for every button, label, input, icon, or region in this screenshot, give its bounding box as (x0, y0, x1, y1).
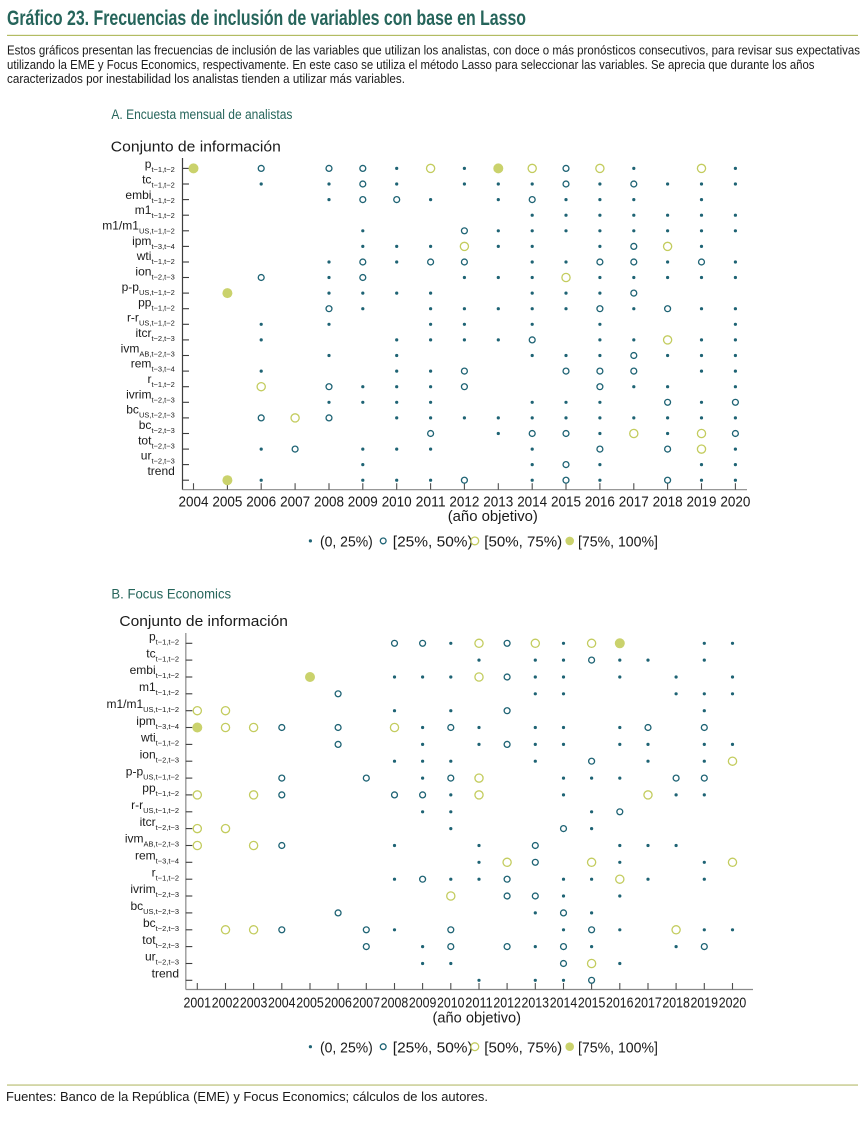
svg-text:2014: 2014 (517, 494, 547, 511)
svg-text:2002: 2002 (212, 995, 240, 1012)
svg-text:rt−1,t−2: rt−1,t−2 (147, 372, 174, 389)
svg-text:wtit−1,t−2: wtit−1,t−2 (140, 731, 179, 748)
svg-text:utilizando la EME y Focus Econ: utilizando la EME y Focus Economics, res… (7, 57, 815, 72)
svg-text:2015: 2015 (551, 494, 581, 511)
svg-text:2007: 2007 (280, 494, 310, 511)
svg-text:A. Encuesta mensual de analist: A. Encuesta mensual de analistas (111, 107, 292, 122)
svg-text:2019: 2019 (691, 995, 719, 1012)
svg-text:2009: 2009 (409, 995, 437, 1012)
svg-text:bcUS,t−2,t−3: bcUS,t−2,t−3 (130, 899, 179, 916)
svg-text:2004: 2004 (179, 494, 209, 511)
svg-text:2005: 2005 (212, 494, 242, 511)
svg-text:2012: 2012 (449, 494, 479, 511)
svg-text:itcrt−2,t−3: itcrt−2,t−3 (140, 815, 179, 832)
svg-text:Conjunto de información: Conjunto de información (111, 138, 281, 155)
svg-text:pt−1,t−2: pt−1,t−2 (149, 630, 179, 647)
svg-text:2012: 2012 (493, 995, 521, 1012)
svg-text:ivmAB,t−2,t−3: ivmAB,t−2,t−3 (125, 832, 179, 849)
svg-text:(0, 25%): (0, 25%) (320, 1039, 373, 1056)
svg-text:rt−1,t−2: rt−1,t−2 (152, 865, 179, 882)
svg-text:p-pUS,t−1,t−2: p-pUS,t−1,t−2 (126, 764, 179, 781)
svg-text:2020: 2020 (720, 494, 750, 511)
svg-text:2013: 2013 (522, 995, 550, 1012)
svg-text:2008: 2008 (381, 995, 409, 1012)
svg-text:tct−1,t−2: tct−1,t−2 (146, 646, 179, 663)
svg-text:2010: 2010 (437, 995, 465, 1012)
svg-text:(año objetivo): (año objetivo) (433, 1010, 522, 1027)
svg-text:2006: 2006 (246, 494, 276, 511)
svg-text:remt−3,t−4: remt−3,t−4 (135, 849, 179, 866)
svg-text:remt−3,t−4: remt−3,t−4 (131, 357, 175, 374)
svg-text:m1t−1,t−2: m1t−1,t−2 (139, 680, 179, 697)
svg-text:ppt−1,t−2: ppt−1,t−2 (138, 295, 175, 312)
svg-text:[25%, 50%): [25%, 50%) (393, 534, 473, 551)
svg-text:iont−2,t−3: iont−2,t−3 (135, 265, 174, 282)
svg-text:tott−2,t−3: tott−2,t−3 (142, 933, 179, 950)
svg-text:2003: 2003 (240, 995, 268, 1012)
svg-text:2017: 2017 (619, 494, 649, 511)
svg-text:2019: 2019 (687, 494, 717, 511)
svg-text:ipmt−3,t−4: ipmt−3,t−4 (136, 714, 179, 731)
svg-text:2020: 2020 (719, 995, 747, 1012)
svg-text:2016: 2016 (585, 494, 615, 511)
svg-text:2018: 2018 (653, 494, 683, 511)
svg-text:2006: 2006 (324, 995, 352, 1012)
svg-text:Conjunto de información: Conjunto de información (119, 613, 288, 630)
svg-text:urt−2,t−3: urt−2,t−3 (145, 950, 179, 967)
svg-text:itcrt−2,t−3: itcrt−2,t−3 (135, 326, 174, 343)
svg-text:Fuentes: Banco de la República: Fuentes: Banco de la República (EME) y F… (6, 1089, 488, 1104)
svg-text:2007: 2007 (353, 995, 381, 1012)
svg-text:(año objetivo): (año objetivo) (448, 508, 538, 525)
svg-text:2018: 2018 (662, 995, 690, 1012)
svg-text:ppt−1,t−2: ppt−1,t−2 (142, 781, 179, 798)
svg-text:2011: 2011 (465, 995, 493, 1012)
svg-text:Estos gráficos presentan las f: Estos gráficos presentan las frecuencias… (7, 43, 860, 58)
svg-text:iont−2,t−3: iont−2,t−3 (140, 748, 179, 765)
svg-text:2008: 2008 (314, 494, 344, 511)
svg-text:m1/m1US,t−1,t−2: m1/m1US,t−1,t−2 (106, 697, 179, 714)
svg-text:2005: 2005 (296, 995, 324, 1012)
svg-text:2011: 2011 (416, 494, 446, 511)
svg-text:caracterizados por inestabilid: caracterizados por inestabilidad los ana… (7, 71, 405, 86)
svg-text:bct−2,t−3: bct−2,t−3 (143, 916, 179, 933)
svg-text:2015: 2015 (578, 995, 606, 1012)
svg-text:2017: 2017 (634, 995, 662, 1012)
svg-text:embit−1,t−2: embit−1,t−2 (130, 663, 179, 680)
svg-text:2013: 2013 (483, 494, 513, 511)
svg-text:2010: 2010 (382, 494, 412, 511)
svg-text:m1t−1,t−2: m1t−1,t−2 (135, 203, 175, 220)
svg-text:2009: 2009 (348, 494, 378, 511)
svg-text:[75%, 100%]: [75%, 100%] (578, 1039, 658, 1056)
svg-text:[50%, 75%): [50%, 75%) (484, 1039, 562, 1056)
svg-text:trend: trend (147, 464, 174, 478)
svg-text:B. Focus Economics: B. Focus Economics (111, 587, 231, 602)
svg-text:trend: trend (152, 967, 179, 981)
svg-text:r-rUS,t−1,t−2: r-rUS,t−1,t−2 (131, 798, 179, 815)
svg-text:(0, 25%): (0, 25%) (320, 534, 373, 551)
svg-text:[50%, 75%): [50%, 75%) (484, 534, 562, 551)
svg-text:Gráfico 23. Frecuencias de inc: Gráfico 23. Frecuencias de inclusión de … (7, 7, 526, 30)
svg-text:2004: 2004 (268, 995, 296, 1012)
svg-text:2016: 2016 (606, 995, 634, 1012)
svg-text:2001: 2001 (184, 995, 212, 1012)
svg-text:2014: 2014 (550, 995, 578, 1012)
svg-text:[75%, 100%]: [75%, 100%] (578, 534, 658, 551)
svg-text:ivrimt−2,t−3: ivrimt−2,t−3 (130, 882, 179, 899)
svg-text:[25%, 50%): [25%, 50%) (393, 1039, 473, 1056)
